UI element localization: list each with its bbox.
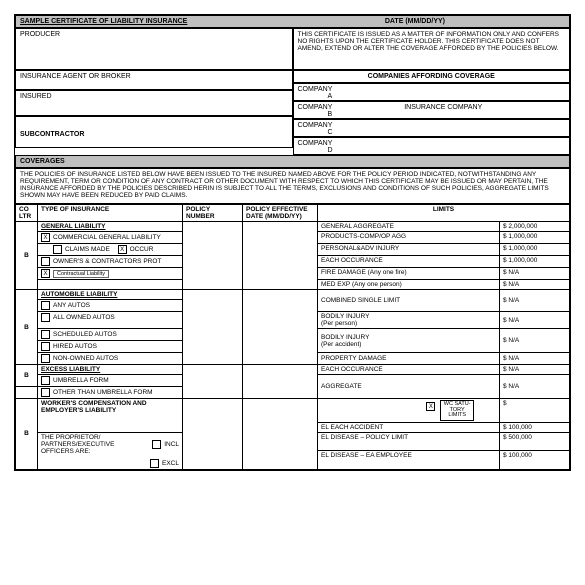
gl-ltr: B [16, 222, 38, 290]
company-b: COMPANY INSURANCE COMPANY B [293, 101, 571, 119]
gl-val3: $ 1,000,000 [500, 244, 570, 256]
subcontractor: SUBCONTRACTOR [15, 116, 293, 148]
certificate: SAMPLE CERTIFICATE OF LIABILITY INSURANC… [14, 14, 571, 471]
gl-val1: $ 2,000,000 [500, 222, 570, 232]
auto-val1: $ N/A [500, 290, 570, 312]
auto-lim2: BODILY INJURY(Per person) [318, 312, 500, 329]
title: SAMPLE CERTIFICATE OF LIABILITY INSURANC… [20, 18, 187, 25]
company-c: COMPANY C [293, 119, 571, 137]
excess-val2: $ N/A [500, 375, 570, 399]
excess-val1: $ N/A [500, 365, 570, 375]
gl-lim1: GENERAL AGGREGATE [318, 222, 500, 232]
col-type: TYPE OF INSURANCE [38, 205, 183, 222]
auto-a4: HIRED AUTOS [38, 341, 183, 353]
company-a: COMPANY A [293, 83, 571, 101]
auto-lim4: PROPERTY DAMAGE [318, 353, 500, 365]
auto-a5: NON-OWNED AUTOS [38, 353, 183, 365]
excess-ltr: B [16, 365, 38, 387]
col-limits: LIMITS [318, 205, 570, 222]
auto-a2: ALL OWNED AUTOS [38, 312, 183, 329]
company-d: COMPANY D [293, 137, 571, 155]
col-policy: POLICY NUMBER [183, 205, 243, 222]
auto-a1: ANY AUTOS [38, 300, 183, 312]
companies-header: COMPANIES AFFORDING COVERAGE [293, 70, 571, 83]
gl-contractual: XContractual Liability [38, 268, 183, 280]
insurance-table: CO LTR TYPE OF INSURANCE POLICY NUMBER P… [15, 204, 570, 470]
coverages-bar: COVERAGES [15, 155, 570, 168]
wc-val0: $ [500, 399, 570, 423]
notice: THIS CERTIFICATE IS ISSUED AS A MATTER O… [293, 28, 571, 70]
excess-u1: UMBRELLA FORM [38, 375, 183, 387]
date-label: DATE (MM/DD/YY) [385, 18, 445, 25]
wc-lim2: EL DISEASE – POLICY LIMIT [318, 432, 500, 451]
producer: PRODUCER [15, 28, 293, 70]
top-section: PRODUCER INSURANCE AGENT OR BROKER INSUR… [15, 28, 570, 155]
auto-title: AUTOMOBILE LIABILITY [38, 290, 183, 300]
gl-lim4: EACH OCCURANCE [318, 256, 500, 268]
gl-val6: $ N/A [500, 280, 570, 290]
auto-lim3: BODILY INJURY(Per accident) [318, 329, 500, 353]
coverages-text: THE POLICIES OF INSURANCE LISTED BELOW H… [15, 168, 570, 204]
wc-val3: $ 100,000 [500, 451, 570, 470]
wc-title: WORKER'S COMPENSATION AND EMPLOYER'S LIA… [38, 399, 183, 433]
wc-val1: $ 100,000 [500, 422, 570, 432]
excess-title: EXCESS LIABILITY [38, 365, 183, 375]
excess-u2: OTHER THAN UMBRELLA FORM [38, 387, 183, 399]
insured: INSURED [15, 90, 293, 116]
gl-val4: $ 1,000,000 [500, 256, 570, 268]
auto-a3: SCHEDULED AUTOS [38, 329, 183, 341]
gl-lim5: FIRE DAMAGE (Any one fire) [318, 268, 500, 280]
col-eff: POLICY EFFECTIVE DATE (MM/DD/YY) [243, 205, 318, 222]
wc-box-row: X WC SATU-TORY LIMITS [318, 399, 500, 423]
gl-claims-occur: CLAIMS MADE XOCCUR [38, 244, 183, 256]
wc-val2: $ 500,000 [500, 432, 570, 451]
auto-ltr: B [16, 290, 38, 365]
auto-lim1: COMBINED SINGLE LIMIT [318, 290, 500, 312]
gl-val2: $ 1,000,000 [500, 232, 570, 244]
gl-title: GENERAL LIABILITY [38, 222, 183, 232]
auto-val3: $ N/A [500, 329, 570, 353]
wc-prop: THE PROPRIETOR/ PARTNERS/EXECUTIVE OFFIC… [38, 432, 183, 469]
auto-val2: $ N/A [500, 312, 570, 329]
gl-lim2: PRODUCTS-COMP/OP AGG [318, 232, 500, 244]
wc-lim3: EL DISEASE – EA EMPLOYEE [318, 451, 500, 470]
gl-cgl: XCOMMERCIAL GENERAL LIABILITY [38, 232, 183, 244]
header-bar: SAMPLE CERTIFICATE OF LIABILITY INSURANC… [15, 15, 570, 28]
wc-ltr: B [16, 399, 38, 470]
auto-val4: $ N/A [500, 353, 570, 365]
gl-owners: OWNER'S & CONTRACTORS PROT [38, 256, 183, 268]
excess-lim2: AGGREGATE [318, 375, 500, 399]
agent: INSURANCE AGENT OR BROKER [15, 70, 293, 90]
gl-lim6: MED EXP (Any one person) [318, 280, 500, 290]
gl-lim3: PERSONAL&ADV INJURY [318, 244, 500, 256]
gl-val5: $ N/A [500, 268, 570, 280]
excess-lim1: EACH OCCURANCE [318, 365, 500, 375]
col-co: CO LTR [16, 205, 38, 222]
wc-lim1: EL EACH ACCIDENT [318, 422, 500, 432]
